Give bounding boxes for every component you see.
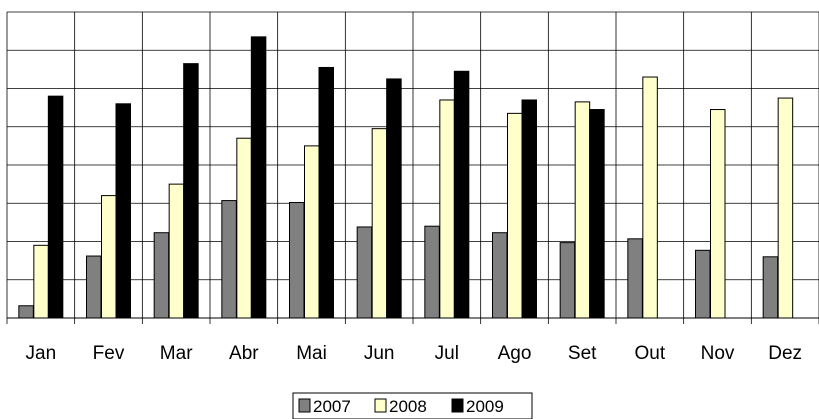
bar-2007-Abr <box>221 200 237 319</box>
bar-2008-Jun <box>371 128 388 319</box>
bar-2008-Out <box>642 76 658 319</box>
bar-2008-Dez <box>777 97 794 319</box>
bar-2008-Jan <box>33 244 49 319</box>
x-tick-label: Mar <box>160 343 193 364</box>
bar-2007-Set <box>559 242 576 319</box>
x-tick-label: Jun <box>364 343 395 364</box>
bar-2007-Jan <box>18 305 34 319</box>
x-tick-label: Jan <box>26 343 57 364</box>
bar-2008-Fev <box>101 195 117 319</box>
bar-2007-Ago <box>492 232 508 319</box>
bar-2007-Out <box>627 238 643 319</box>
bar-2007-Jun <box>356 226 373 319</box>
x-tick-label: Out <box>635 343 666 364</box>
bar-2009-Jun <box>386 78 402 319</box>
bar-2008-Abr <box>236 137 252 319</box>
x-tick-label: Fev <box>93 343 125 364</box>
bar-2007-Fev <box>86 255 102 319</box>
bar-2007-Mai <box>289 201 305 319</box>
gridlines <box>6 11 819 324</box>
bar-2009-Ago <box>521 99 537 319</box>
bar-2008-Mai <box>304 145 320 319</box>
legend-items: 2007 2008 2009 <box>298 397 504 416</box>
legend-label-2008: 2008 <box>389 397 427 416</box>
legend-label-2007: 2007 <box>313 397 351 416</box>
x-tick-label: Set <box>568 343 597 364</box>
legend-swatch-2009 <box>451 398 464 413</box>
x-tick-label: Mai <box>296 343 327 364</box>
bar-2007-Jul <box>424 225 440 319</box>
bar-2009-Mai <box>318 66 334 319</box>
x-tick-label: Ago <box>498 343 532 364</box>
bar-2009-Fev <box>115 103 131 319</box>
legend-label-2009: 2009 <box>466 397 504 416</box>
x-tick-label: Jul <box>435 343 459 364</box>
legend-box <box>292 392 533 419</box>
x-tick-label: Nov <box>701 343 735 364</box>
bar-2009-Jan <box>47 95 64 319</box>
bar-2009-Mar <box>183 63 199 319</box>
x-tick-label: Dez <box>768 343 802 364</box>
legend-swatch-2008 <box>374 398 387 413</box>
bar-2008-Ago <box>507 112 523 319</box>
bar-2007-Dez <box>762 256 779 319</box>
bar-2009-Set <box>589 109 605 319</box>
bar-2007-Nov <box>695 249 711 319</box>
legend-swatch-2007 <box>298 398 311 413</box>
x-tick-labels: Jan Fev Mar Abr Mai Jun Jul Ago Set Out Nov Dez <box>26 343 803 364</box>
bar-2007-Mar <box>153 232 170 319</box>
bar-2009-Abr <box>250 36 267 319</box>
bars <box>18 36 794 319</box>
x-tick-label: Abr <box>229 343 259 364</box>
bar-2009-Jul <box>453 70 470 319</box>
legend: 2007 2008 2009 <box>292 392 533 419</box>
bar-2008-Nov <box>710 109 726 319</box>
bar-2008-Mar <box>168 183 185 319</box>
bar-2008-Jul <box>439 99 455 319</box>
bar-2008-Set <box>574 101 591 319</box>
